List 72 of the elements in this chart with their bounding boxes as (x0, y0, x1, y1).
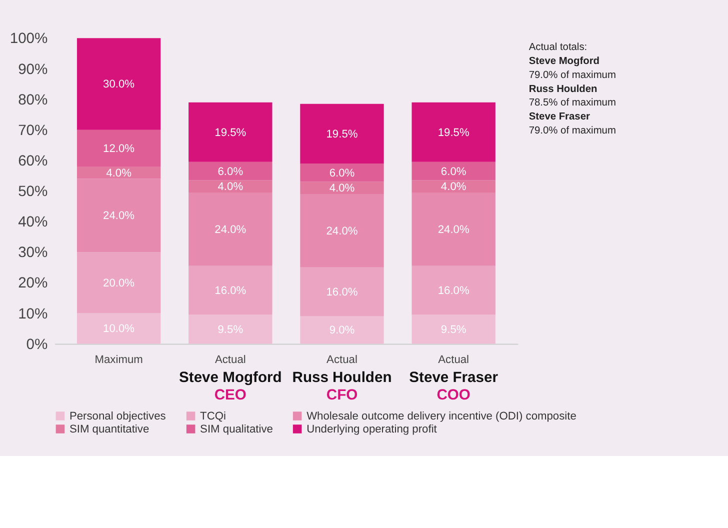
bar (76, 178, 161, 252)
legend-label: SIM quantitative (69, 424, 150, 436)
data-label: 9.0% (329, 324, 355, 337)
data-label: 30.0% (103, 78, 135, 91)
category-label: Actual Steve Mogford CEO (179, 354, 282, 404)
data-label: 19.5% (326, 128, 358, 140)
bar (300, 194, 384, 268)
text: 79.0% of maximum (528, 70, 616, 81)
bar (300, 267, 384, 316)
bar (76, 252, 161, 314)
bar (300, 104, 384, 164)
bar (76, 313, 161, 344)
legend-label: Underlying operating profit (306, 424, 437, 436)
data-label: 4.0% (329, 182, 355, 195)
bar (412, 102, 496, 162)
y-tick-label: 40% (18, 214, 48, 231)
data-label: 9.5% (218, 324, 244, 336)
data-label: 6.0% (329, 167, 355, 180)
text: Steve Mogford (528, 56, 600, 68)
x-tick-label: Maximum (94, 354, 143, 366)
y-tick-label: 90% (18, 62, 48, 78)
legend-label: SIM qualitative (200, 424, 273, 436)
y-tick-label: 0% (26, 336, 48, 353)
bar (300, 316, 384, 344)
data-label: 4.0% (106, 167, 132, 180)
data-label: 20.0% (103, 277, 135, 290)
bar (188, 162, 272, 180)
data-label: 4.0% (440, 181, 466, 194)
y-tick-label: 20% (18, 276, 48, 292)
data-label: 16.0% (214, 284, 246, 297)
bar (412, 314, 496, 344)
bar (412, 192, 496, 266)
bar (188, 266, 272, 315)
text: Steve Fraser (528, 112, 590, 123)
category-label: Actual Russ Houlden CFO (292, 354, 392, 404)
data-label: 6.0% (440, 166, 466, 178)
data-label: 24.0% (438, 224, 470, 236)
data-label: 4.0% (218, 181, 244, 194)
bar (76, 38, 161, 130)
bar (412, 266, 496, 315)
y-tick-label: 100% (10, 31, 48, 48)
data-label: 12.0% (103, 142, 135, 155)
data-label: 9.5% (440, 324, 466, 336)
bar (188, 192, 272, 266)
data-label: 19.5% (214, 126, 246, 139)
legend-label: TCQi (200, 410, 226, 423)
data-label: 24.0% (103, 210, 135, 222)
data-label: 6.0% (218, 166, 244, 178)
data-label: 16.0% (438, 284, 470, 297)
bar (188, 102, 272, 162)
bar (300, 163, 384, 182)
y-tick-label: 60% (18, 153, 48, 170)
legend-label: Wholesale outcome delivery incentive (ODI) composite (306, 410, 576, 423)
y-tick-label: 30% (18, 245, 48, 262)
y-tick-label: 80% (18, 92, 48, 108)
bar (412, 162, 496, 180)
data-label: 24.0% (214, 224, 246, 236)
text: 79.0% of maximum (528, 126, 616, 137)
bar (188, 314, 272, 344)
data-label: 16.0% (326, 286, 358, 299)
data-label: 19.5% (438, 126, 470, 139)
text: Russ Houlden (528, 84, 598, 95)
y-tick-label: 50% (18, 184, 48, 200)
legend-label: Personal objectives (69, 410, 166, 423)
y-tick-label: 10% (18, 306, 48, 322)
y-tick-label: 70% (18, 122, 48, 139)
category-label: Actual Steve Fraser COO (409, 354, 498, 404)
bar (76, 130, 161, 166)
text: 78.5% of maximum (528, 98, 616, 109)
data-label: 24.0% (326, 225, 358, 238)
text: Actual totals: (528, 42, 588, 54)
data-label: 10.0% (103, 323, 135, 336)
